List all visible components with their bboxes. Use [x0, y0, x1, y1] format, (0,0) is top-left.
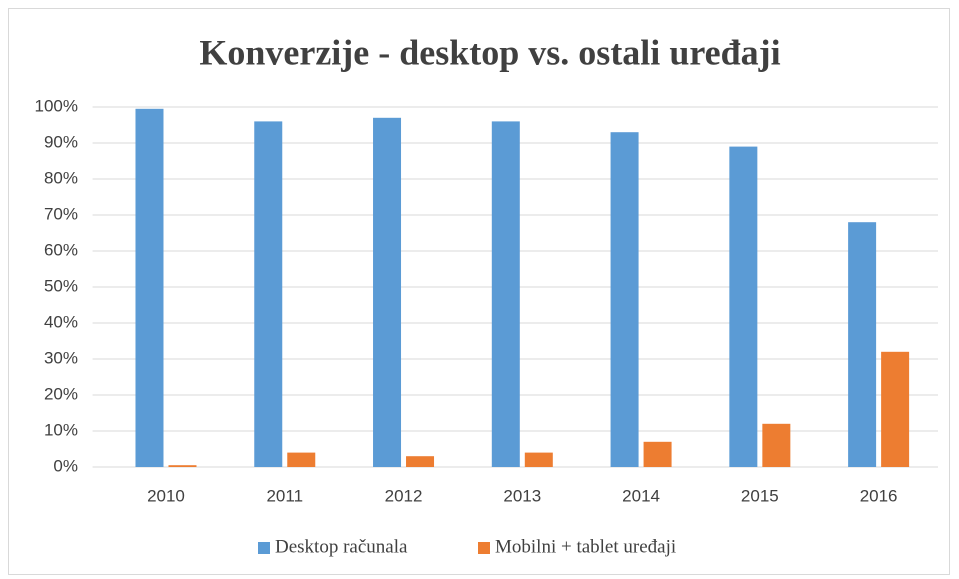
- legend-swatch: [478, 542, 490, 554]
- legend-label: Mobilni + tablet uređaji: [495, 536, 676, 557]
- y-tick-label: 20%: [44, 384, 78, 403]
- bar: [881, 351, 910, 467]
- y-tick-label: 10%: [44, 420, 78, 439]
- chart-title: Konverzije - desktop vs. ostali uređaji: [199, 32, 780, 72]
- bar: [373, 117, 402, 468]
- y-tick-label: 100%: [35, 96, 78, 115]
- x-tick-label: 2010: [147, 486, 185, 505]
- y-tick-label: 50%: [44, 276, 78, 295]
- y-tick-label: 90%: [44, 132, 78, 151]
- y-tick-label: 0%: [53, 456, 78, 475]
- bar: [406, 456, 435, 467]
- x-tick-label: 2011: [266, 486, 303, 505]
- legend-swatch: [258, 542, 270, 554]
- bar: [254, 121, 283, 468]
- y-tick-label: 70%: [44, 204, 78, 223]
- bar: [135, 108, 164, 468]
- x-tick-label: 2014: [622, 486, 660, 505]
- y-tick-label: 80%: [44, 168, 78, 187]
- chart-border: [8, 8, 950, 575]
- bar: [287, 452, 316, 467]
- x-tick-label: 2012: [385, 486, 423, 505]
- x-tick-label: 2016: [860, 486, 898, 505]
- bar: [610, 132, 639, 467]
- bar: [848, 222, 877, 467]
- y-tick-label: 40%: [44, 312, 78, 331]
- bar: [643, 441, 672, 467]
- bar: [491, 121, 520, 468]
- bar: [762, 423, 791, 467]
- y-tick-label: 30%: [44, 348, 78, 367]
- x-tick-label: 2013: [503, 486, 541, 505]
- y-tick-label: 60%: [44, 240, 78, 259]
- bar: [168, 465, 197, 467]
- bar: [729, 146, 758, 467]
- legend-label: Desktop računala: [275, 536, 408, 557]
- bar: [524, 452, 553, 467]
- x-tick-label: 2015: [741, 486, 779, 505]
